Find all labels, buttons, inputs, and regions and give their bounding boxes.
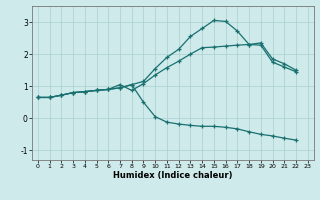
X-axis label: Humidex (Indice chaleur): Humidex (Indice chaleur) (113, 171, 233, 180)
